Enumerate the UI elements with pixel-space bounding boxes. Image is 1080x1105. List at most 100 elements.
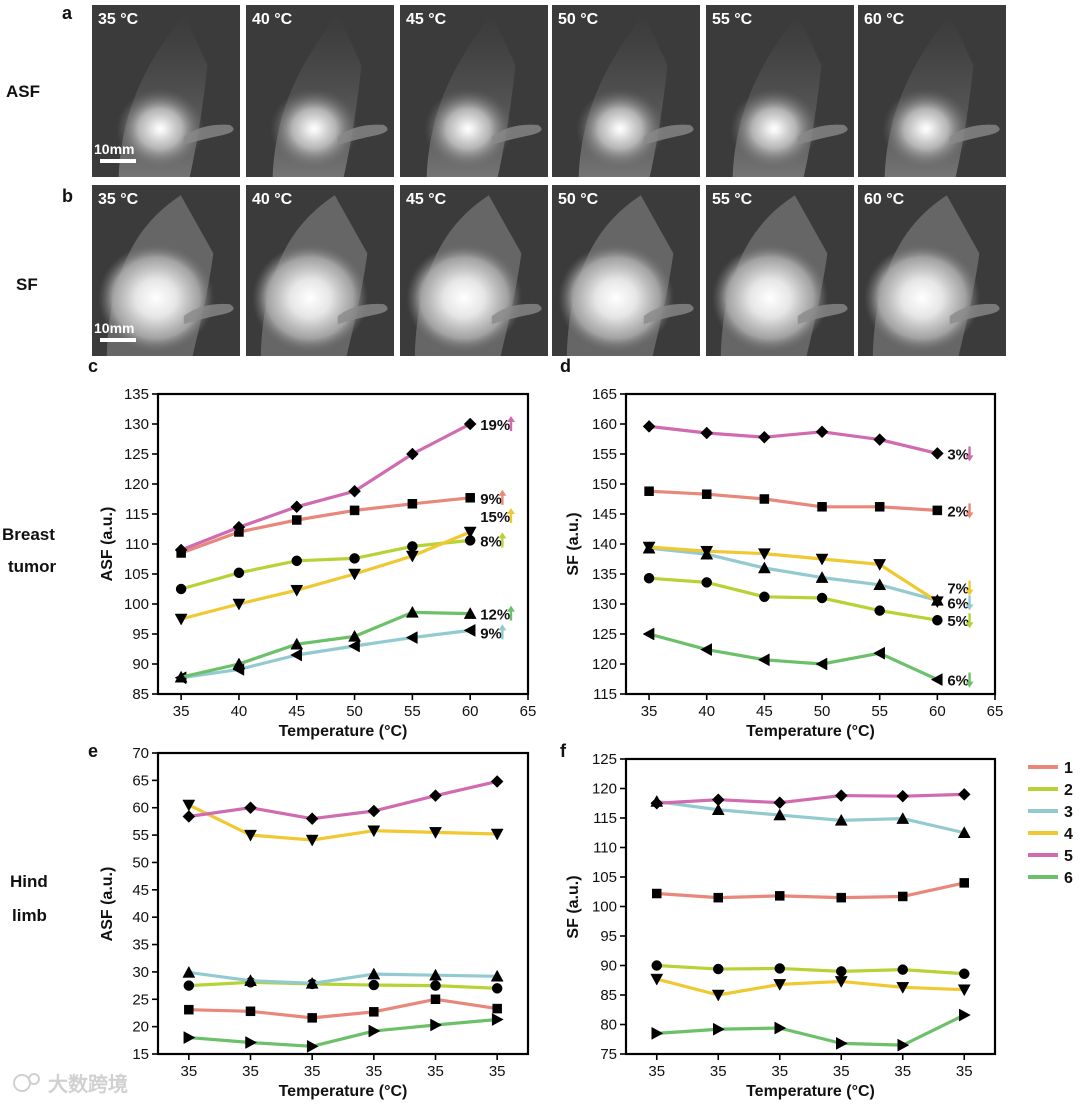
marker-triangle-right	[651, 1026, 664, 1040]
marker-diamond	[490, 775, 504, 788]
chart-c: c 85 90 95 100 105 110 115 120 125 130 135 35 40 45 50 5…	[88, 356, 536, 740]
marker-triangle-down	[367, 825, 381, 838]
annotation-label: 12%	[480, 607, 510, 624]
marker-diamond	[758, 430, 771, 444]
marker-triangle-left	[642, 627, 655, 641]
marker-triangle-up	[711, 803, 725, 815]
marker-circle	[897, 964, 908, 975]
marker-triangle-left	[463, 623, 476, 637]
marker-triangle-down	[757, 548, 771, 561]
y-tick-label: 45	[132, 882, 149, 899]
series-1	[652, 878, 969, 903]
series-1: 2%	[644, 486, 974, 520]
series-4: 7%	[642, 541, 974, 609]
marker-circle	[959, 968, 970, 980]
marker-square	[652, 888, 662, 899]
marker-diamond	[650, 796, 664, 810]
marker-circle	[932, 614, 943, 626]
marker-triangle-right	[713, 1022, 725, 1036]
marker-diamond	[305, 812, 319, 826]
image-panel-a-2: 40 °C	[246, 5, 394, 177]
marker-square	[292, 515, 302, 525]
series-line	[180, 496, 471, 555]
image-panel-a-5: 55 °C	[706, 5, 854, 177]
marker-triangle-down	[490, 828, 504, 841]
tumor-glow	[116, 88, 205, 169]
series-line	[180, 530, 471, 621]
x-tick-label: 65	[987, 703, 1004, 720]
watermark-text: 大数跨境	[48, 1072, 128, 1096]
y-tick-label: 20	[132, 1019, 149, 1036]
x-axis-label: Temperature (°C)	[746, 1083, 875, 1100]
y-tick-label: 135	[592, 566, 617, 583]
watermark-icon	[13, 1074, 31, 1092]
series-2	[651, 960, 970, 980]
marker-circle	[643, 572, 655, 584]
image-panel-a-1: 35 °C 10mm	[92, 5, 240, 177]
marker-square	[245, 1006, 256, 1017]
series-6: 12%	[174, 605, 515, 683]
tumor-glow	[98, 244, 215, 353]
y-axis-label: ASF (a.u.)	[99, 507, 116, 582]
marker-diamond	[406, 447, 419, 461]
series-line	[656, 1013, 965, 1047]
series-3	[650, 794, 971, 838]
marker-triangle-down	[834, 976, 848, 988]
marker-triangle-down	[930, 596, 944, 609]
series-5: 19%	[174, 416, 515, 557]
y-tick-label: 95	[600, 928, 617, 945]
marker-triangle-right	[836, 1036, 848, 1050]
temperature-label: 45 °C	[406, 191, 447, 208]
x-tick-label: 35	[365, 1063, 382, 1080]
hind-limb-shape	[643, 124, 694, 145]
y-tick-label: 85	[132, 686, 149, 703]
y-tick-label: 125	[592, 751, 617, 768]
y-tick-label: 115	[125, 506, 149, 523]
marker-triangle-right	[491, 1013, 504, 1026]
series-line	[656, 792, 965, 805]
marker-square	[775, 891, 785, 901]
marker-square	[836, 892, 846, 903]
annotation-label: 8%	[480, 533, 502, 550]
annotation-label: 7%	[947, 581, 969, 598]
hind-limb-shape	[491, 303, 542, 325]
y-tick-label: 60	[132, 800, 149, 817]
x-tick-label: 60	[462, 703, 479, 720]
legend-label: 1	[1064, 760, 1073, 777]
watermark: 大数跨境	[13, 1072, 128, 1096]
marker-triangle-down	[700, 545, 714, 558]
series-line	[656, 977, 965, 997]
marker-triangle-right	[959, 1008, 971, 1022]
marker-square	[184, 1004, 194, 1015]
y-tick-label: 65	[132, 772, 149, 789]
y-tick-label: 80	[600, 1017, 617, 1034]
arrow-up-icon-head	[498, 489, 507, 496]
marker-circle	[175, 583, 187, 595]
marker-triangle-up	[305, 976, 319, 989]
x-tick-label: 65	[520, 703, 537, 720]
row-label-tumor: tumor	[8, 557, 57, 576]
marker-triangle-up	[174, 670, 188, 683]
annotation-label: 9%	[480, 491, 502, 508]
series-line	[180, 422, 471, 552]
series-line	[180, 628, 471, 680]
y-tick-label: 35	[132, 937, 149, 954]
x-tick-label: 55	[404, 703, 421, 720]
marker-triangle-up	[232, 657, 246, 670]
image-panel-a-4: 50 °C	[552, 5, 700, 177]
marker-triangle-down	[348, 568, 361, 581]
x-tick-label: 35	[180, 1063, 197, 1080]
annotation-label: 2%	[947, 503, 969, 520]
x-tick-label: 40	[231, 703, 248, 720]
scale-bar-label: 10mm	[94, 141, 134, 157]
y-tick-label: 70	[132, 745, 149, 762]
series-5: 3%	[642, 420, 974, 463]
scale-bar-label: 10mm	[94, 320, 134, 336]
y-tick-label: 100	[592, 899, 617, 916]
image-panel-b-2: 40 °C	[246, 185, 394, 356]
marker-diamond	[700, 426, 714, 440]
marker-square	[701, 489, 712, 499]
marker-square	[349, 505, 360, 516]
marker-triangle-down	[773, 979, 787, 991]
tumor-glow	[558, 244, 675, 353]
